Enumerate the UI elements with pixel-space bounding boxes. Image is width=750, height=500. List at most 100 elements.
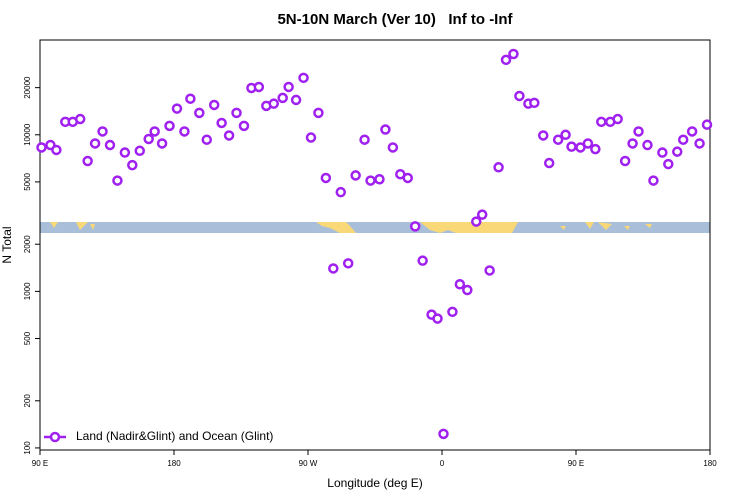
data-point (253, 81, 265, 93)
y-tick-label: 500 (23, 331, 32, 345)
data-point (671, 146, 683, 157)
data-point (156, 138, 168, 149)
data-point (387, 142, 399, 153)
data-point (409, 221, 421, 232)
x-tick-label: 180 (703, 459, 717, 468)
data-point (493, 162, 504, 173)
data-point (552, 134, 564, 145)
data-point (328, 263, 339, 274)
data-point (208, 99, 220, 111)
y-tick-label: 10000 (23, 123, 32, 146)
data-point (582, 138, 594, 149)
data-point (201, 134, 213, 145)
y-tick-label: 200 (23, 394, 32, 408)
data-point (290, 94, 302, 106)
data-point (537, 130, 549, 141)
data-point (74, 113, 86, 125)
data-point (97, 126, 108, 137)
data-point (612, 113, 623, 125)
data-point (143, 133, 154, 145)
data-point (89, 138, 101, 149)
data-point (112, 175, 123, 186)
x-tick-label: 90 E (568, 459, 584, 468)
data-point (51, 144, 62, 156)
data-point (454, 279, 466, 290)
data-point (359, 134, 370, 145)
data-point (104, 139, 116, 151)
data-point (298, 72, 309, 84)
data-point (223, 130, 235, 141)
data-point (82, 155, 93, 167)
ocean-band (40, 222, 710, 233)
data-point (484, 265, 495, 276)
y-tick-label: 100 (23, 441, 32, 455)
data-point (149, 126, 160, 137)
data-point (313, 107, 324, 119)
data-point (529, 97, 540, 109)
data-point (438, 428, 449, 440)
data-point (514, 90, 525, 102)
data-point (365, 175, 376, 186)
data-point (500, 54, 512, 66)
land-patches (50, 222, 652, 233)
data-point (238, 120, 250, 132)
data-point (470, 216, 482, 227)
data-point (508, 48, 519, 60)
data-point (447, 306, 458, 318)
data-point (164, 120, 175, 132)
x-tick-label: 90 W (299, 459, 318, 468)
data-point (462, 284, 473, 296)
data-point (619, 155, 631, 167)
data-point (231, 107, 242, 119)
legend-marker (49, 431, 61, 443)
data-point (402, 172, 414, 184)
plot-frame (39, 39, 711, 451)
x-tick-label: 90 E (32, 459, 48, 468)
y-axis-label: N Total (0, 226, 14, 263)
data-point (134, 145, 146, 157)
data-point (179, 126, 190, 137)
data-point (119, 147, 131, 158)
chart-title: 5N-10N March (Ver 10) Inf to -Inf (277, 11, 513, 28)
data-point (575, 142, 586, 153)
data-point (677, 134, 689, 145)
data-point (36, 142, 47, 153)
y-tick-label: 20000 (23, 76, 32, 99)
data-point (432, 313, 443, 324)
data-point (185, 93, 196, 104)
data-point (590, 143, 601, 155)
data-point (216, 117, 227, 129)
data-point (127, 159, 138, 171)
land-ocean-strip (40, 222, 710, 233)
data-point (642, 139, 653, 151)
data-point (701, 119, 713, 130)
data-point (596, 116, 607, 128)
data-point (663, 158, 674, 170)
data-point (283, 81, 294, 93)
data-point (560, 129, 571, 141)
data-point (335, 186, 347, 198)
legend-label: Land (Nadir&Glint) and Ocean (Glint) (76, 429, 273, 443)
x-tick-label: 0 (440, 459, 445, 468)
data-point (694, 138, 705, 149)
data-point (657, 147, 668, 158)
data-point (648, 175, 659, 186)
data-point (350, 170, 361, 181)
data-point (380, 124, 391, 135)
x-axis-label: Longitude (deg E) (327, 476, 422, 490)
data-point (566, 141, 577, 152)
data-point (686, 126, 698, 137)
data-point (171, 103, 183, 114)
y-tick-label: 2000 (23, 235, 32, 253)
y-tick-label: 1000 (23, 282, 32, 300)
x-tick-label: 180 (167, 459, 181, 468)
data-point (633, 126, 644, 137)
data-point (476, 209, 488, 220)
data-point (305, 132, 317, 143)
data-point (194, 107, 205, 119)
data-point (627, 138, 638, 149)
data-point (320, 172, 332, 184)
data-point (277, 92, 288, 104)
legend: Land (Nadir&Glint) and Ocean (Glint) (44, 429, 273, 443)
